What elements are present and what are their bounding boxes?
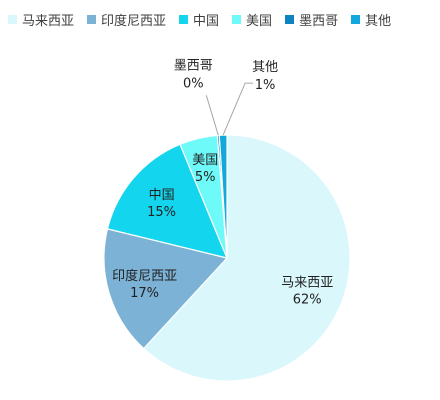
legend-swatch-indonesia	[87, 14, 97, 24]
legend-label-usa: 美国	[246, 13, 273, 29]
slice-value-other: 1%	[255, 78, 276, 93]
legend-item-malaysia: 马来西亚	[8, 10, 74, 29]
slice-value-usa: 5%	[195, 170, 216, 185]
slice-label-other: 其他	[252, 60, 278, 75]
legend-swatch-usa	[232, 14, 242, 24]
slice-value-china: 15%	[147, 205, 176, 220]
slice-value-indonesia: 17%	[130, 286, 159, 301]
pie-slice-china	[106, 143, 229, 259]
legend-swatch-malaysia	[8, 14, 17, 24]
leader-line-other	[222, 82, 254, 136]
slice-value-malaysia: 62%	[293, 292, 322, 307]
legend-item-usa: 美国	[232, 10, 272, 29]
legend-label-malaysia: 马来西亚	[22, 13, 75, 29]
legend-label-other: 其他	[365, 13, 392, 29]
legend-item-other: 其他	[351, 10, 391, 29]
legend-swatch-china	[179, 14, 189, 24]
slice-value-mexico: 0%	[183, 76, 204, 91]
legend-swatch-other	[351, 14, 361, 24]
legend: 马来西亚 印度尼西亚 中国 美国 墨西哥 其他	[8, 8, 434, 30]
slice-label-malaysia: 马来西亚	[281, 275, 333, 290]
legend-item-china: 中国	[179, 10, 219, 29]
pie-slice-malaysia	[142, 134, 351, 382]
legend-swatch-mexico	[285, 14, 295, 24]
legend-item-mexico: 墨西哥	[285, 10, 338, 29]
pie-slice-indonesia	[103, 228, 229, 350]
slice-label-usa: 美国	[192, 153, 218, 168]
slice-label-china: 中国	[149, 188, 175, 203]
slice-label-indonesia: 印度尼西亚	[112, 268, 177, 284]
legend-item-indonesia: 印度尼西亚	[87, 10, 166, 29]
leader-line-mexico	[205, 95, 219, 136]
legend-label-indonesia: 印度尼西亚	[101, 13, 167, 29]
slice-label-mexico: 墨西哥	[174, 58, 213, 73]
legend-label-mexico: 墨西哥	[299, 13, 339, 29]
legend-label-china: 中国	[193, 13, 220, 29]
